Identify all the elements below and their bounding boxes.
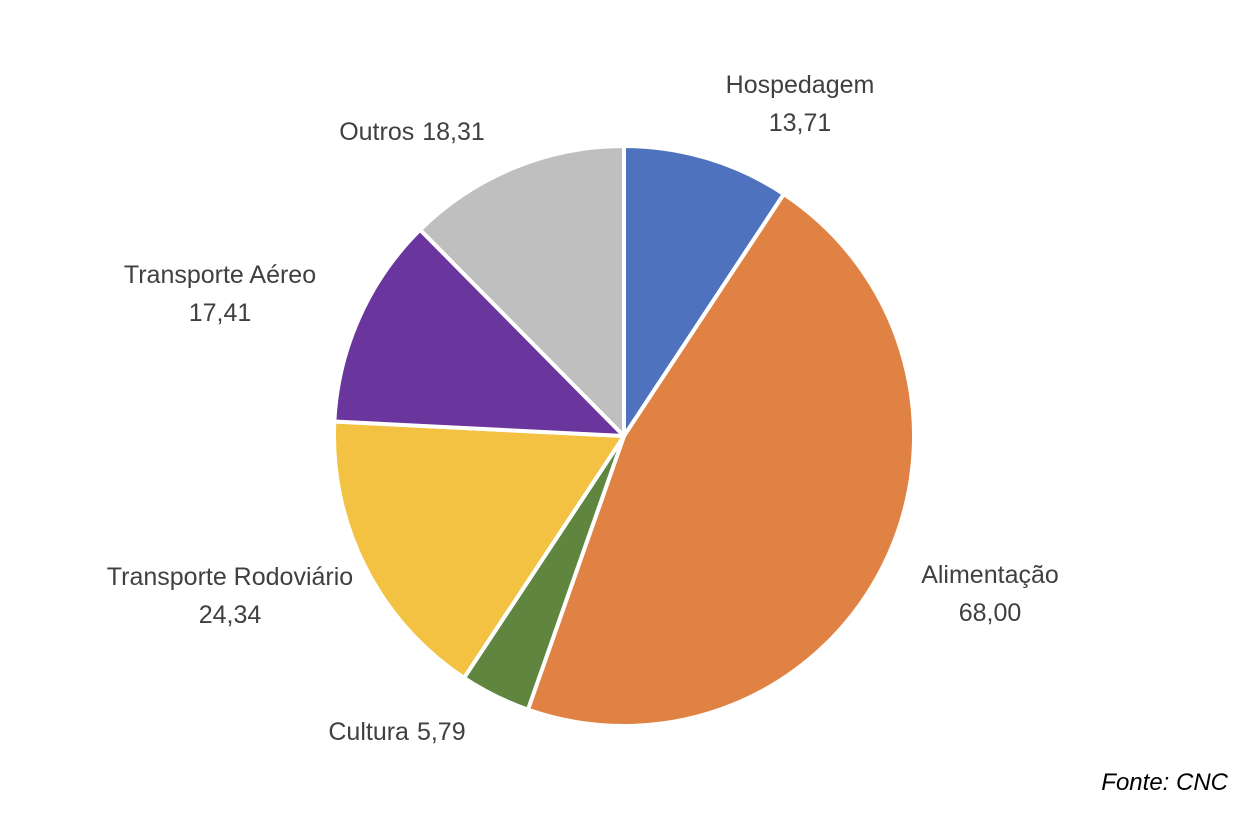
pie-slice <box>622 144 786 438</box>
label-name: Transporte Aéreo <box>124 261 316 289</box>
data-label: Cultura 5,79 <box>328 718 465 746</box>
label-name: Transporte Rodoviário <box>107 563 353 591</box>
label-name: Alimentação <box>921 561 1059 589</box>
pie-slice <box>332 419 626 680</box>
label-name: Outros <box>339 118 414 146</box>
label-name: Cultura <box>328 718 409 746</box>
pie-slice <box>332 227 626 438</box>
label-value: 17,41 <box>189 299 252 327</box>
data-label: Alimentação 68,00 <box>921 561 1059 627</box>
data-label: Transporte Rodoviário 24,34 <box>107 563 353 629</box>
label-value: 18,31 <box>422 118 485 146</box>
label-name: Hospedagem <box>726 71 875 99</box>
data-label: Outros 18,31 <box>339 118 485 146</box>
pie-slice <box>525 192 916 728</box>
label-value: 24,34 <box>199 601 262 629</box>
data-label: Hospedagem 13,71 <box>726 71 875 137</box>
label-value: 5,79 <box>417 718 466 746</box>
pie-slice <box>418 144 626 438</box>
data-label: Transporte Aéreo 17,41 <box>124 261 316 327</box>
source: Fonte: CNC <box>1101 769 1228 796</box>
label-value: 13,71 <box>769 109 832 137</box>
label-value: 68,00 <box>959 599 1022 627</box>
